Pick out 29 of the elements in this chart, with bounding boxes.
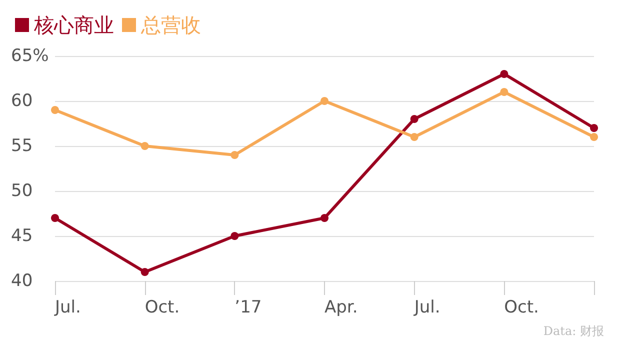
y-tick-label: 55 <box>11 136 33 156</box>
y-tick-label: 50 <box>11 181 33 201</box>
point <box>140 142 149 150</box>
text: Data: 财报 <box>543 324 604 338</box>
x-tick-label: ’17 <box>234 298 262 318</box>
legend-label: 总营收 <box>140 13 201 37</box>
point <box>140 268 149 276</box>
y-tick-label: 45 <box>11 226 33 246</box>
x-tick-label: Jul. <box>413 298 440 318</box>
point <box>590 124 598 132</box>
x-tick-label: Oct. <box>144 298 180 318</box>
point <box>410 115 418 123</box>
y-tick-label: 40 <box>11 271 33 291</box>
point <box>320 97 328 105</box>
point <box>51 106 59 114</box>
point <box>590 133 598 141</box>
x-tick-label: Jul. <box>54 298 81 318</box>
point <box>230 232 239 240</box>
point <box>500 70 508 78</box>
point <box>320 214 328 222</box>
x-tick-label: Oct. <box>504 298 539 318</box>
point <box>51 214 59 222</box>
legend-label: 核心商业 <box>33 13 114 37</box>
x-tick-label: Apr. <box>324 298 358 318</box>
point <box>500 88 508 96</box>
point <box>230 151 239 159</box>
y-tick-label: 65% <box>11 46 49 66</box>
point <box>410 133 418 141</box>
y-tick-label: 60 <box>11 91 33 111</box>
